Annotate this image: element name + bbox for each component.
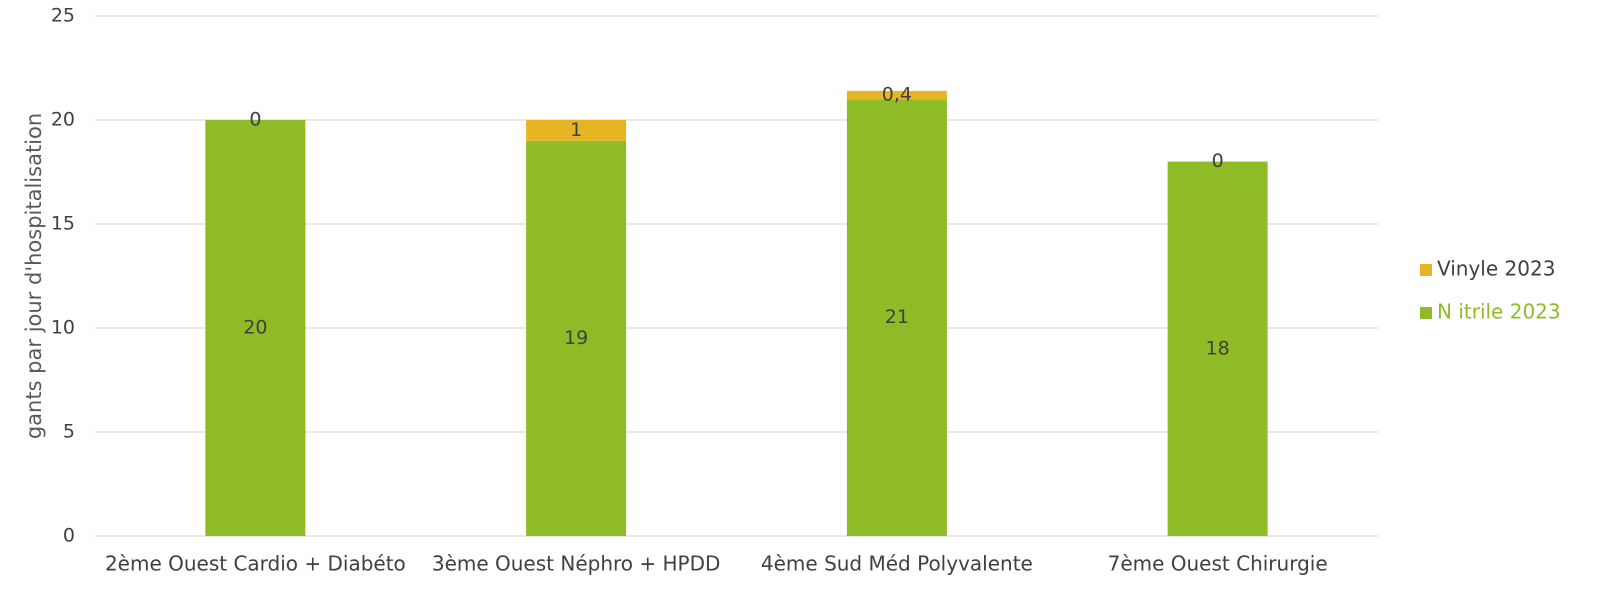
data-label: 18 [1206, 337, 1230, 359]
data-label: 1 [570, 119, 582, 141]
bar-segment [526, 120, 627, 141]
legend-label: N itrile 2023 [1437, 300, 1561, 324]
y-tick-label: 10 [51, 317, 75, 339]
data-label: 0 [249, 109, 261, 131]
legend-label: Vinyle 2023 [1437, 257, 1555, 281]
y-tick-label: 20 [51, 109, 75, 131]
y-axis-label: gants par jour d'hospitalisation [22, 113, 46, 439]
legend-swatch [1420, 307, 1432, 319]
x-tick-label: 7ème Ouest Chirurgie [1108, 552, 1328, 576]
y-tick-label: 25 [51, 5, 75, 27]
data-label: 0 [1212, 150, 1224, 172]
y-tick-label: 5 [63, 421, 75, 443]
x-tick-label: 3ème Ouest Néphro + HPDD [432, 552, 721, 576]
data-label: 20 [243, 317, 267, 339]
data-label: 0,4 [882, 84, 912, 106]
bar-segment [205, 120, 306, 536]
data-label: 21 [885, 306, 909, 328]
bar-segment [846, 99, 947, 536]
bar-segment [526, 140, 627, 537]
x-tick-label: 4ème Sud Méd Polyvalente [761, 552, 1033, 576]
bar-segment [1167, 161, 1268, 536]
x-tick-label: 2ème Ouest Cardio + Diabéto [105, 552, 406, 576]
data-label: 19 [564, 327, 588, 349]
legend-swatch [1420, 264, 1432, 276]
y-tick-label: 15 [51, 213, 75, 235]
bar-segment [846, 90, 947, 100]
y-tick-label: 0 [63, 525, 75, 547]
